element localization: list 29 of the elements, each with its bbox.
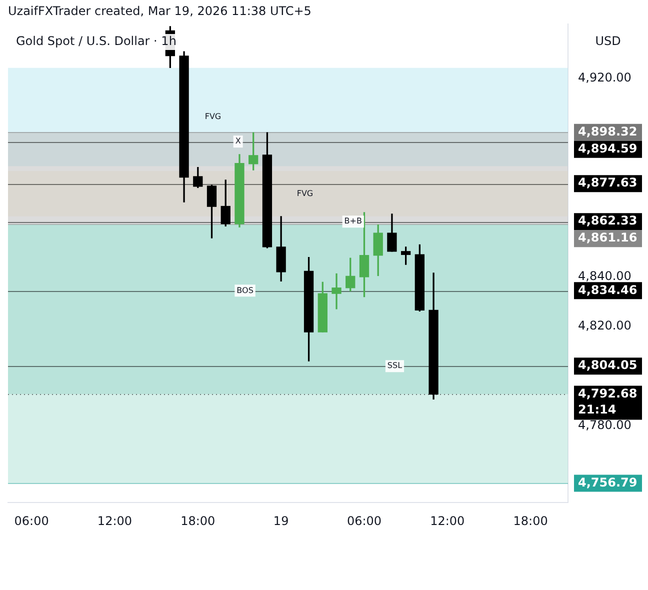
y-axis-title: USD: [595, 34, 621, 48]
ref-line-label: 4,898.32: [578, 124, 638, 138]
ref-line-label: 4,862.33: [578, 214, 638, 228]
ref-line-label: 4,861.16: [578, 230, 638, 245]
y-tick-label: 4,920.00: [578, 70, 632, 85]
ref-line-label: 4,894.59: [578, 141, 638, 156]
annotation: B+B: [344, 216, 362, 226]
ref-line-label: 4,834.46: [578, 282, 638, 297]
y-tick-label: 4,780.00: [578, 418, 632, 432]
band-label: FVG: [204, 112, 222, 122]
annotation: SSL: [387, 361, 403, 370]
band-label: FVG: [296, 188, 314, 198]
annotation: BOS: [236, 286, 254, 295]
text: Gold Spot / U.S. Dollar · 1h: [16, 34, 176, 48]
x-tick-label: 18:00: [180, 514, 216, 528]
x-tick-label: 06:00: [346, 514, 382, 528]
x-tick-label: 06:00: [14, 514, 49, 528]
ref-line-label: 4,756.79: [578, 475, 638, 490]
ref-line-label: 4,792.68 21:14: [578, 386, 638, 416]
x-tick-label: 12:00: [97, 514, 132, 528]
x-tick-label: 12:00: [430, 514, 465, 528]
annotation: X: [235, 136, 242, 146]
y-tick-label: 4,840.00: [578, 269, 632, 284]
ref-line-label: 4,877.63: [578, 176, 638, 190]
x-tick-label: 18:00: [513, 514, 548, 528]
text: UzaifFXTrader created, Mar 19, 2026 11:38 UTC+5: [8, 4, 312, 18]
ref-line-label: 4,804.05: [578, 358, 638, 372]
x-tick-label: 19: [273, 514, 289, 528]
y-tick-label: 4,820.00: [578, 318, 632, 333]
